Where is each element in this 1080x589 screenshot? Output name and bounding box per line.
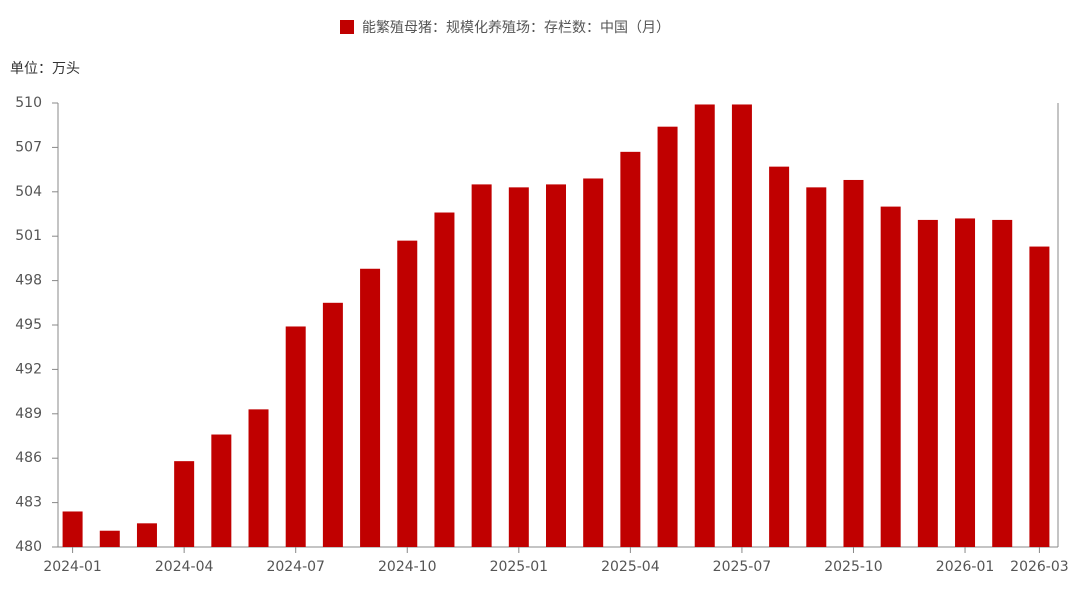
bar <box>62 511 83 547</box>
bar <box>99 530 120 547</box>
bar <box>955 218 976 547</box>
legend-swatch <box>340 20 354 34</box>
bar <box>546 184 566 547</box>
x-tick-label: 2024-01 <box>43 559 102 575</box>
bar <box>211 434 232 547</box>
y-tick-label: 507 <box>15 139 42 155</box>
bar <box>471 184 492 547</box>
legend-label: 能繁殖母猪：规模化养殖场：存栏数：中国（月） <box>362 19 670 36</box>
y-tick-label: 495 <box>15 317 42 333</box>
bar <box>657 126 678 548</box>
bar <box>731 104 752 547</box>
unit-label: 单位：万头 <box>10 61 80 77</box>
y-tick-label: 480 <box>15 539 42 555</box>
bar <box>174 461 195 547</box>
bar <box>322 302 343 547</box>
y-tick-label: 483 <box>15 495 42 511</box>
y-tick-label: 486 <box>15 450 42 466</box>
bar <box>136 523 157 547</box>
bar <box>769 166 790 547</box>
bar <box>360 268 381 547</box>
y-tick-label: 492 <box>15 361 42 377</box>
x-tick-label: 2025-04 <box>601 559 660 575</box>
y-tick-label: 498 <box>15 273 42 289</box>
bar <box>1029 246 1050 547</box>
y-tick-label: 510 <box>15 95 42 111</box>
bar <box>992 219 1013 548</box>
bar <box>620 151 641 547</box>
y-tick-label: 489 <box>15 406 42 422</box>
bar <box>694 104 715 547</box>
bar <box>397 240 418 547</box>
bar <box>806 187 827 548</box>
x-tick-label: 2024-10 <box>378 559 437 575</box>
x-tick-label: 2024-04 <box>155 559 214 575</box>
bar <box>434 212 455 547</box>
x-tick-label: 2025-01 <box>490 559 549 575</box>
bar <box>843 179 864 547</box>
bar <box>880 206 901 547</box>
x-tick-label: 2025-10 <box>824 559 883 575</box>
bar <box>285 326 306 547</box>
x-tick-label: 2026-01 <box>936 559 995 575</box>
bar <box>508 187 529 548</box>
y-tick-label: 504 <box>15 184 42 200</box>
x-tick-label: 2026-03 <box>1010 559 1069 575</box>
y-tick-label: 501 <box>15 228 42 244</box>
x-tick-label: 2024-07 <box>266 559 325 575</box>
bar <box>917 219 938 548</box>
bar <box>248 409 269 547</box>
bar <box>583 178 604 548</box>
x-tick-label: 2025-07 <box>713 559 772 575</box>
